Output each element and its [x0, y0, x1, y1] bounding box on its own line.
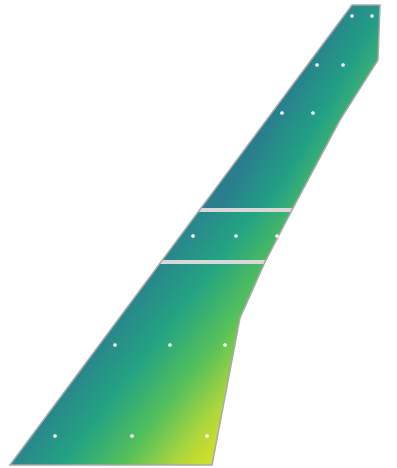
sensor-point	[191, 234, 195, 238]
sensor-point	[53, 434, 57, 438]
sensor-point	[370, 14, 374, 18]
wing-outline	[8, 4, 381, 466]
tip-field	[200, 5, 380, 210]
sensor-point	[113, 343, 117, 347]
sensor-point	[275, 234, 279, 238]
sensor-point	[311, 111, 315, 115]
sensor-points	[53, 14, 374, 438]
sensor-point	[350, 14, 354, 18]
sensor-point	[205, 434, 209, 438]
sensor-point	[315, 63, 319, 67]
sensor-point	[280, 111, 284, 115]
sensor-point	[168, 343, 172, 347]
panel-gap	[10, 260, 380, 264]
sensor-point	[234, 234, 238, 238]
sensor-point	[341, 63, 345, 67]
sensor-point	[223, 343, 227, 347]
sensor-point	[130, 434, 134, 438]
